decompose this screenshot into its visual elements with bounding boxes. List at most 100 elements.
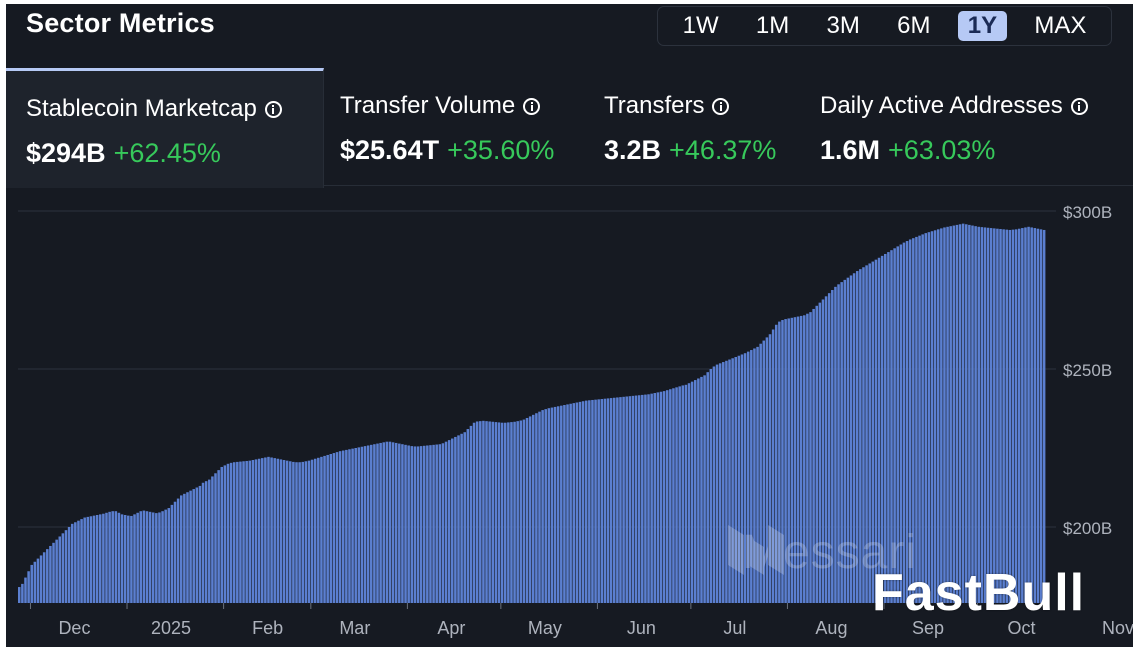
chart-bar[interactable] xyxy=(653,393,657,603)
chart-bar[interactable] xyxy=(1036,228,1040,603)
chart-bar[interactable] xyxy=(1042,229,1046,603)
chart-bar[interactable] xyxy=(968,224,971,603)
chart-bar[interactable] xyxy=(335,452,339,603)
chart-bar[interactable] xyxy=(485,421,488,603)
chart-bar[interactable] xyxy=(289,461,292,603)
chart-bar[interactable] xyxy=(556,406,560,603)
chart-bar[interactable] xyxy=(971,225,974,603)
chart-bar[interactable] xyxy=(494,422,498,603)
chart-bar[interactable] xyxy=(507,422,510,603)
chart-bar[interactable] xyxy=(634,395,638,603)
info-icon[interactable] xyxy=(523,97,541,115)
chart-bar[interactable] xyxy=(1014,229,1018,603)
chart-bar[interactable] xyxy=(366,445,370,603)
chart-bar[interactable] xyxy=(843,279,847,603)
chart-bar[interactable] xyxy=(943,227,946,603)
chart-bar[interactable] xyxy=(295,462,298,603)
chart-bar[interactable] xyxy=(285,460,289,603)
chart-bar[interactable] xyxy=(709,369,713,603)
chart-bar[interactable] xyxy=(762,340,766,603)
chart-bar[interactable] xyxy=(189,490,192,603)
chart-bar[interactable] xyxy=(435,444,438,603)
chart-bar[interactable] xyxy=(871,261,875,603)
chart-bar[interactable] xyxy=(718,363,722,603)
chart-bar[interactable] xyxy=(257,458,261,603)
chart-bar[interactable] xyxy=(114,511,118,603)
chart-bar[interactable] xyxy=(173,501,177,603)
chart-bar[interactable] xyxy=(510,422,513,603)
chart-bar[interactable] xyxy=(977,226,980,604)
chart-bar[interactable] xyxy=(260,458,264,603)
chart-bar[interactable] xyxy=(370,444,373,603)
chart-bar[interactable] xyxy=(609,398,613,603)
chart-bar[interactable] xyxy=(74,522,77,603)
chart-bar[interactable] xyxy=(946,226,949,604)
chart-bar[interactable] xyxy=(774,324,778,603)
chart-bar[interactable] xyxy=(214,473,217,603)
chart-bar[interactable] xyxy=(407,445,410,603)
metric-tab-transfer-volume[interactable]: Transfer Volume $25.64T +35.60% xyxy=(324,68,586,185)
chart-bar[interactable] xyxy=(818,302,822,603)
chart-bar[interactable] xyxy=(675,387,678,603)
chart-bar[interactable] xyxy=(130,515,133,603)
chart-bar[interactable] xyxy=(581,401,585,603)
chart-bar[interactable] xyxy=(778,321,781,603)
chart-bar[interactable] xyxy=(737,355,741,603)
chart-bar[interactable] xyxy=(363,446,367,603)
chart-bar[interactable] xyxy=(195,487,199,604)
chart-bar[interactable] xyxy=(865,265,868,603)
chart-bar[interactable] xyxy=(444,441,448,603)
chart-bar[interactable] xyxy=(245,460,248,603)
chart-bar[interactable] xyxy=(880,255,884,603)
chart-bar[interactable] xyxy=(426,445,429,603)
chart-bar[interactable] xyxy=(522,419,526,603)
chart-bar[interactable] xyxy=(940,228,943,603)
chart-bar[interactable] xyxy=(662,391,666,603)
chart-bar[interactable] xyxy=(151,512,155,603)
chart-bar[interactable] xyxy=(388,441,392,603)
chart-bar[interactable] xyxy=(628,396,632,603)
chart-bar[interactable] xyxy=(756,346,759,603)
chart-bar[interactable] xyxy=(569,403,572,603)
chart-bar[interactable] xyxy=(550,407,554,603)
chart-bar[interactable] xyxy=(179,495,183,603)
chart-bar[interactable] xyxy=(248,460,252,603)
chart-bar[interactable] xyxy=(591,399,594,603)
chart-bar[interactable] xyxy=(600,399,604,603)
chart-bar[interactable] xyxy=(781,320,784,603)
range-button-3m[interactable]: 3M xyxy=(826,12,860,39)
chart-bar[interactable] xyxy=(949,226,952,604)
chart-bar[interactable] xyxy=(211,476,214,603)
chart-bar[interactable] xyxy=(790,317,794,603)
chart-bar[interactable] xyxy=(659,391,663,603)
chart-bar[interactable] xyxy=(625,396,628,603)
chart-bar[interactable] xyxy=(859,269,862,603)
chart-bar[interactable] xyxy=(98,514,102,603)
chart-bar[interactable] xyxy=(83,517,86,603)
chart-bar[interactable] xyxy=(647,394,650,603)
chart-bar[interactable] xyxy=(908,239,912,603)
chart-bar[interactable] xyxy=(376,443,379,603)
chart-bar[interactable] xyxy=(768,334,772,603)
chart-bar[interactable] xyxy=(787,318,790,603)
chart-bar[interactable] xyxy=(503,422,507,603)
chart-bar[interactable] xyxy=(429,445,432,603)
chart-bar[interactable] xyxy=(697,378,700,603)
chart-bar[interactable] xyxy=(896,246,899,603)
chart-bar[interactable] xyxy=(432,444,435,603)
chart-bar[interactable] xyxy=(320,456,323,603)
chart-bar[interactable] xyxy=(750,350,753,603)
chart-bar[interactable] xyxy=(382,442,385,603)
range-button-6m[interactable]: 6M xyxy=(897,12,931,39)
chart-bar[interactable] xyxy=(616,397,619,603)
chart-bar[interactable] xyxy=(519,420,523,603)
chart-bar[interactable] xyxy=(123,514,127,603)
chart-bar[interactable] xyxy=(373,444,376,603)
chart-bar[interactable] xyxy=(488,421,491,603)
chart-bar[interactable] xyxy=(812,308,815,603)
chart-bar[interactable] xyxy=(491,421,495,603)
chart-bar[interactable] xyxy=(161,511,164,603)
chart-bar[interactable] xyxy=(198,485,202,603)
chart-bar[interactable] xyxy=(239,461,242,603)
chart-bar[interactable] xyxy=(155,513,158,603)
